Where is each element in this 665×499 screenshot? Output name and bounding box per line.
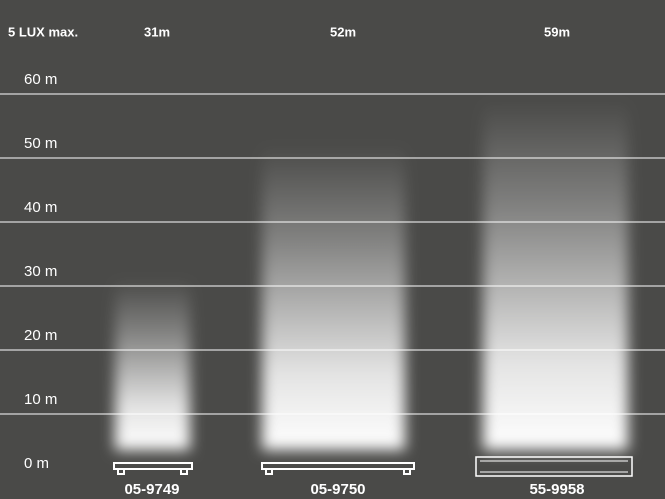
light-beam [262, 145, 405, 450]
x-tick-label: 55-9958 [529, 481, 584, 498]
x-tick-label: 05-9750 [310, 481, 365, 498]
y-tick-label: 60 m [24, 71, 57, 88]
value-label: 52m [330, 24, 356, 39]
fixtures [113, 456, 633, 477]
light-beam [483, 100, 628, 451]
y-tick-label: 50 m [24, 135, 57, 152]
y-tick-label: 40 m [24, 199, 57, 216]
value-label: 31m [144, 24, 170, 39]
y-tick-label: 20 m [24, 327, 57, 344]
light-beam [115, 279, 190, 450]
value-label: 59m [544, 24, 570, 39]
chart-title: 5 LUX max. [8, 24, 78, 39]
y-tick-label: 0 m [24, 455, 49, 472]
y-tick-label: 10 m [24, 391, 57, 408]
y-tick-label: 30 m [24, 263, 57, 280]
x-tick-label: 05-9749 [124, 481, 179, 498]
